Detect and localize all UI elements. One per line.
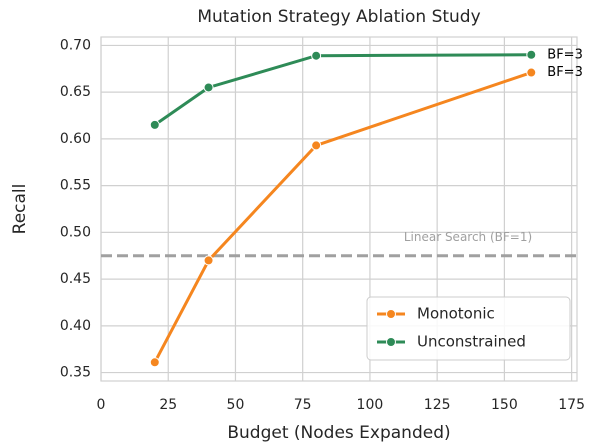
x-tick-label: 25 bbox=[159, 397, 177, 413]
x-tick-label: 125 bbox=[424, 397, 451, 413]
y-tick-label: 0.50 bbox=[60, 224, 91, 240]
legend-label: Unconstrained bbox=[417, 333, 526, 351]
point bbox=[149, 119, 160, 130]
y-tick-label: 0.65 bbox=[60, 84, 91, 100]
x-tick-label: 50 bbox=[227, 397, 245, 413]
point bbox=[203, 255, 214, 266]
y-axis-label: Recall bbox=[10, 184, 30, 235]
x-tick-label: 150 bbox=[491, 397, 518, 413]
point bbox=[203, 82, 214, 93]
y-tick-label: 0.45 bbox=[60, 271, 91, 287]
series-line bbox=[153, 71, 532, 364]
end-label: BF=3 bbox=[547, 47, 583, 62]
y-tick-label: 0.55 bbox=[60, 178, 91, 194]
end-label: BF=3 bbox=[547, 65, 583, 80]
chart-title: Mutation Strategy Ablation Study bbox=[197, 7, 480, 27]
point bbox=[149, 357, 160, 368]
point bbox=[311, 140, 322, 151]
x-tick-label: 0 bbox=[97, 397, 106, 413]
x-tick-label: 100 bbox=[357, 397, 384, 413]
y-tick-label: 0.40 bbox=[60, 318, 91, 334]
y-tick-label: 0.70 bbox=[60, 37, 91, 53]
legend-box bbox=[366, 296, 571, 361]
x-axis-label: Budget (Nodes Expanded) bbox=[227, 423, 450, 443]
x-tick-label: 75 bbox=[294, 397, 312, 413]
point bbox=[311, 50, 322, 61]
x-tick-label: 175 bbox=[558, 397, 585, 413]
y-tick-label: 0.35 bbox=[60, 365, 91, 381]
legend-marker bbox=[386, 309, 396, 319]
plot-frame bbox=[100, 36, 578, 382]
legend-marker bbox=[386, 337, 396, 347]
reference-label: Linear Search (BF=1) bbox=[404, 230, 532, 244]
point bbox=[526, 67, 537, 78]
point bbox=[526, 49, 537, 60]
y-tick-label: 0.60 bbox=[60, 131, 91, 147]
legend-label: Monotonic bbox=[417, 305, 495, 323]
series-line bbox=[153, 53, 532, 127]
